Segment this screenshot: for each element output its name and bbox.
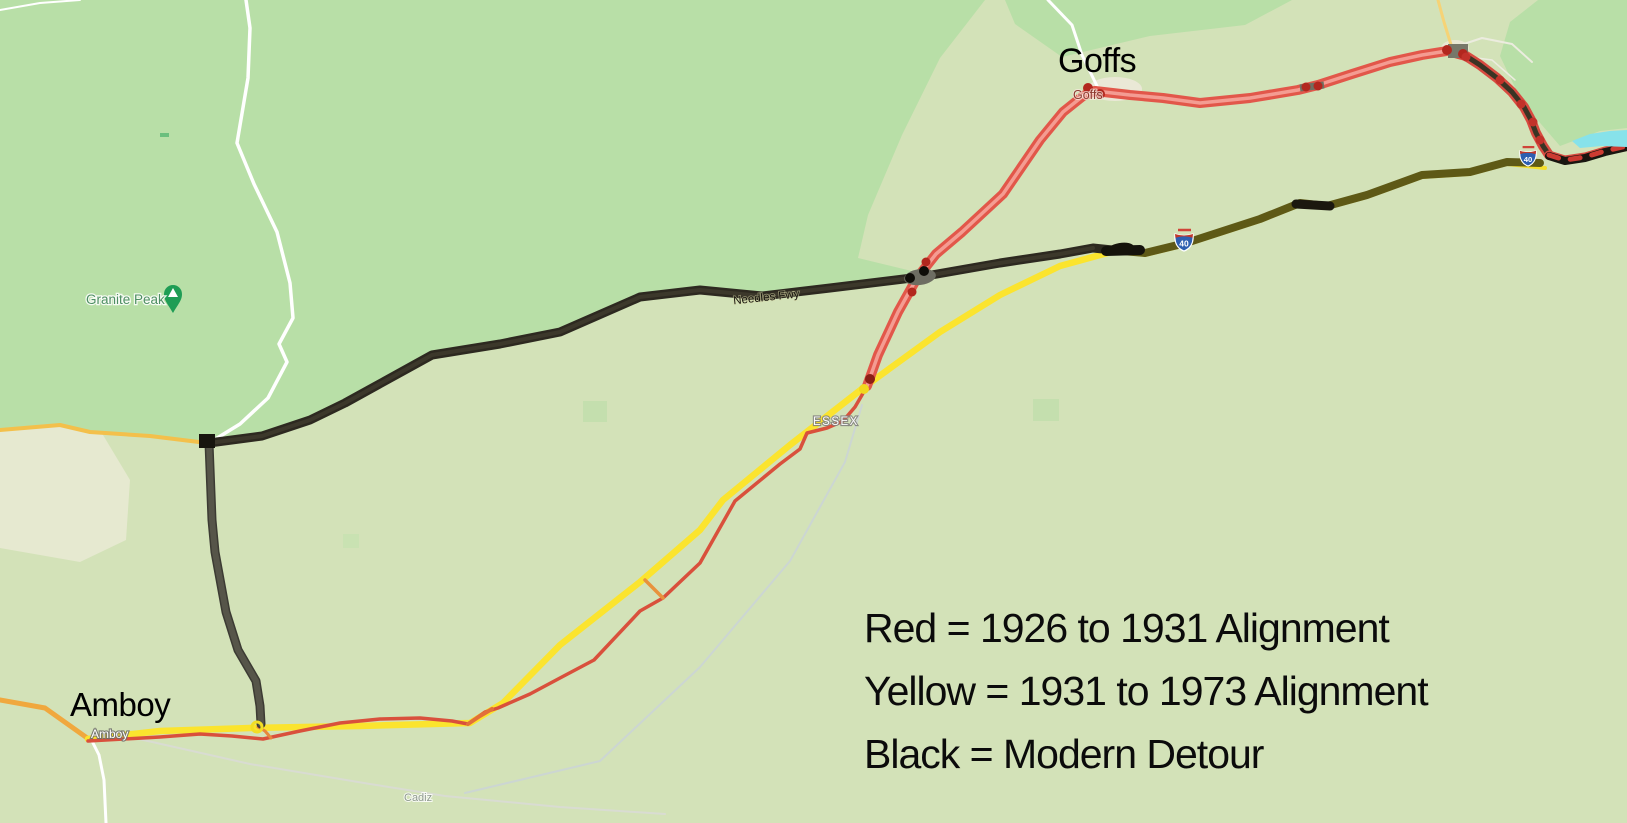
red-alignment-goffs-east-core — [1093, 49, 1449, 105]
black-detour-corner-cap — [199, 434, 215, 448]
interchange-ramp — [1451, 37, 1533, 63]
highway-amboy-west — [0, 697, 93, 743]
railroad-amboy-cadiz — [129, 736, 666, 815]
legend-black-line: Black = Modern Detour — [864, 731, 1264, 777]
cadiz-town-label[interactable]: Cadiz — [403, 791, 433, 805]
svg-text:40: 40 — [1524, 155, 1533, 164]
granite-peak-label[interactable]: Granite Peak — [85, 291, 167, 309]
orange-connector-tick — [643, 578, 665, 600]
annotation-amboy: Amboy — [70, 686, 171, 723]
black-patch-i40-mid — [1291, 199, 1335, 211]
legend-yellow-line: Yellow = 1931 to 1973 Alignment — [864, 668, 1429, 714]
water-patch — [1572, 130, 1627, 148]
red-dashes-far-right — [1546, 143, 1627, 163]
route-junction-markers — [250, 44, 1545, 734]
svg-text:40: 40 — [1179, 239, 1189, 249]
essex-town-label[interactable]: ESSEX — [812, 415, 859, 429]
highway-west-of-corner — [0, 423, 209, 445]
interstate-40-shield-icon[interactable]: 40 — [1519, 145, 1537, 167]
minor-road-goffs-north — [1046, 0, 1099, 88]
black-detour-needles-fwy-core — [207, 246, 1095, 445]
terrain-dark-green-northeast — [1500, 0, 1627, 146]
legend: Red = 1926 to 1931 Alignment Yellow = 19… — [864, 597, 1429, 786]
minor-road-lanfair — [207, 0, 295, 445]
terrain-field-patches — [160, 133, 1059, 548]
red-alignment-essex-goffs-core — [865, 89, 1097, 388]
amboy-town-label[interactable]: Amboy — [90, 726, 130, 742]
legend-red-line: Red = 1926 to 1931 Alignment — [864, 605, 1390, 651]
minor-road-top-left — [0, 0, 81, 11]
terrain-dark-green-northwest — [0, 0, 985, 444]
interstate-40-shield-icon[interactable]: 40 — [1174, 228, 1194, 252]
black-detour-kelbaker-road — [206, 440, 264, 727]
granite-peak-pin-icon[interactable] — [164, 285, 182, 313]
red-alignment-amboy-essex — [86, 384, 869, 743]
yellow-alignment-route — [84, 245, 1126, 743]
annotation-goffs: Goffs — [1058, 42, 1137, 80]
railroad-cadiz-essex — [464, 404, 863, 794]
orange-road-segment-2 — [466, 707, 494, 726]
goffs-town-label[interactable]: Goffs — [1072, 87, 1104, 103]
highway-north-of-junction — [1436, 0, 1454, 50]
minor-road-amboy-south — [90, 739, 108, 823]
